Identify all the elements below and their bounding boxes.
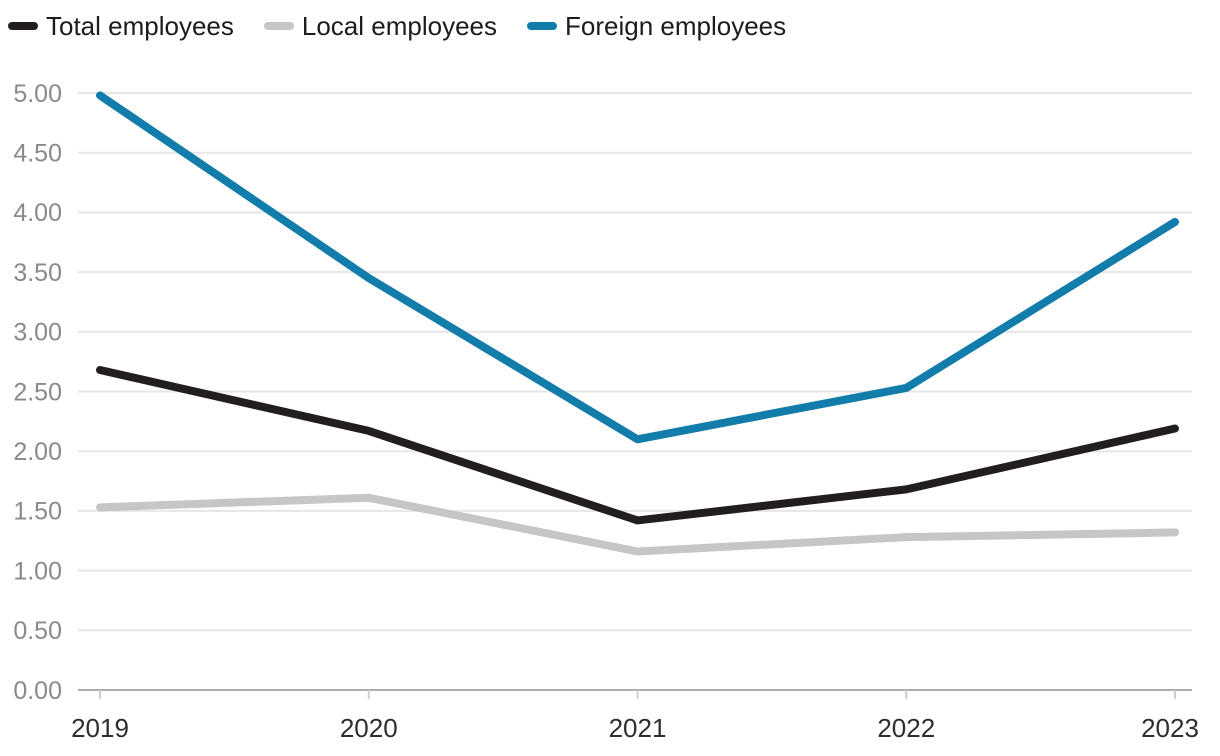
x-tick-label: 2023 [1141, 713, 1199, 743]
y-tick-label: 4.50 [13, 139, 62, 167]
y-tick-label: 1.00 [13, 557, 62, 585]
x-tick-label: 2022 [877, 713, 935, 743]
y-tick-label: 2.00 [13, 438, 62, 466]
y-tick-label: 3.00 [13, 319, 62, 347]
series-line-foreign-employees [96, 91, 1179, 444]
legend-item-local-employees[interactable]: Local employees [263, 11, 498, 41]
chart-legend: Total employees Local employees Foreign … [8, 12, 786, 41]
legend-swatch-local [263, 22, 294, 31]
legend-label-foreign: Foreign employees [565, 11, 787, 41]
y-tick-label: 3.50 [13, 259, 62, 287]
x-tick-label: 2020 [340, 713, 398, 743]
series-line-total-employees [96, 366, 1179, 525]
series-line-local-employees [96, 493, 1179, 556]
y-tick-label: 1.50 [13, 498, 62, 526]
x-tick-label: 2021 [609, 713, 667, 743]
legend-swatch-total [8, 22, 38, 31]
legend-item-foreign-employees[interactable]: Foreign employees [527, 12, 786, 41]
y-tick-label: 5.00 [13, 80, 62, 108]
y-tick-label: 0.50 [13, 617, 62, 645]
legend-label-total: Total employees [46, 11, 234, 41]
legend-swatch-foreign [527, 22, 558, 31]
y-tick-label: 4.00 [13, 199, 62, 227]
y-tick-label: 2.50 [13, 378, 62, 406]
y-tick-label: 0.00 [13, 677, 62, 705]
x-tick-label: 2019 [71, 713, 129, 743]
legend-label-local: Local employees [301, 11, 498, 41]
legend-item-total-employees[interactable]: Total employees [8, 12, 234, 41]
